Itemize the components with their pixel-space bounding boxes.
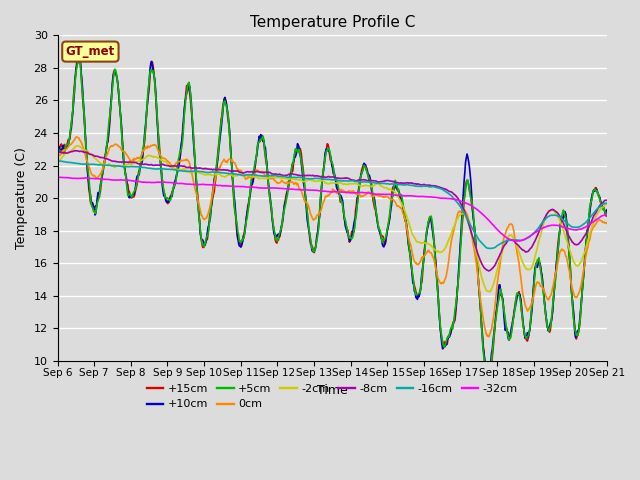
Line: +15cm: +15cm <box>58 50 607 374</box>
+10cm <box>484 376 492 382</box>
0cm <box>54 152 61 158</box>
+10cm <box>416 291 424 297</box>
-2cm <box>54 158 61 164</box>
+15cm <box>121 165 129 170</box>
+10cm <box>121 167 129 172</box>
-16cm <box>603 201 611 206</box>
Line: -32cm: -32cm <box>58 177 607 241</box>
-8cm <box>603 197 611 203</box>
-16cm <box>54 158 61 164</box>
-16cm <box>415 183 423 189</box>
Line: -8cm: -8cm <box>58 151 607 271</box>
+5cm <box>416 290 424 296</box>
-2cm <box>486 289 494 295</box>
0cm <box>400 212 408 217</box>
0cm <box>73 134 81 140</box>
-8cm <box>416 182 424 188</box>
-32cm <box>54 174 61 180</box>
-2cm <box>400 205 408 211</box>
-8cm <box>63 150 71 156</box>
-32cm <box>176 180 184 186</box>
-2cm <box>205 172 213 178</box>
+15cm <box>485 372 493 377</box>
+10cm <box>177 146 184 152</box>
+5cm <box>121 168 129 174</box>
-2cm <box>177 167 184 173</box>
Title: Temperature Profile C: Temperature Profile C <box>250 15 415 30</box>
+10cm <box>603 207 611 213</box>
0cm <box>177 158 184 164</box>
-32cm <box>399 192 407 198</box>
-16cm <box>486 246 494 252</box>
-32cm <box>515 238 522 244</box>
X-axis label: Time: Time <box>317 384 348 397</box>
+15cm <box>54 146 61 152</box>
-16cm <box>205 169 212 175</box>
+10cm <box>54 145 61 151</box>
-8cm <box>205 166 213 172</box>
+10cm <box>75 54 83 60</box>
0cm <box>416 260 424 266</box>
+5cm <box>484 373 492 379</box>
-8cm <box>71 148 79 154</box>
Legend: +15cm, +10cm, +5cm, 0cm, -2cm, -8cm, -16cm, -32cm: +15cm, +10cm, +5cm, 0cm, -2cm, -8cm, -16… <box>142 379 522 414</box>
-2cm <box>74 143 81 149</box>
-8cm <box>484 268 492 274</box>
-2cm <box>63 150 71 156</box>
+15cm <box>416 288 424 294</box>
+5cm <box>75 54 83 60</box>
-2cm <box>603 202 611 207</box>
+5cm <box>177 148 184 154</box>
+5cm <box>603 212 611 218</box>
-32cm <box>603 212 611 217</box>
0cm <box>603 221 611 227</box>
+15cm <box>603 210 611 216</box>
0cm <box>205 205 213 211</box>
Line: -2cm: -2cm <box>58 146 607 292</box>
Line: 0cm: 0cm <box>58 137 607 337</box>
-8cm <box>54 150 61 156</box>
-32cm <box>415 193 423 199</box>
Line: +10cm: +10cm <box>58 57 607 379</box>
-8cm <box>121 159 129 165</box>
+15cm <box>205 214 213 219</box>
-32cm <box>63 175 71 180</box>
+15cm <box>400 207 408 213</box>
+5cm <box>400 205 408 211</box>
0cm <box>121 149 129 155</box>
-16cm <box>120 164 128 169</box>
-8cm <box>177 163 184 169</box>
-16cm <box>399 182 407 188</box>
-32cm <box>205 182 212 188</box>
-2cm <box>121 163 129 168</box>
+15cm <box>177 152 184 158</box>
+5cm <box>54 146 61 152</box>
Text: GT_met: GT_met <box>66 45 115 58</box>
0cm <box>63 145 71 151</box>
0cm <box>484 334 492 340</box>
-2cm <box>416 240 424 245</box>
+10cm <box>400 211 408 216</box>
+10cm <box>63 144 71 149</box>
+5cm <box>63 142 71 147</box>
-8cm <box>400 180 408 186</box>
+15cm <box>75 47 83 53</box>
Y-axis label: Temperature (C): Temperature (C) <box>15 147 28 249</box>
-32cm <box>120 177 128 183</box>
Line: -16cm: -16cm <box>58 161 607 249</box>
-16cm <box>176 168 184 174</box>
+5cm <box>205 219 213 225</box>
+10cm <box>205 218 213 224</box>
Line: +5cm: +5cm <box>58 57 607 376</box>
-16cm <box>63 159 71 165</box>
+15cm <box>63 140 71 146</box>
